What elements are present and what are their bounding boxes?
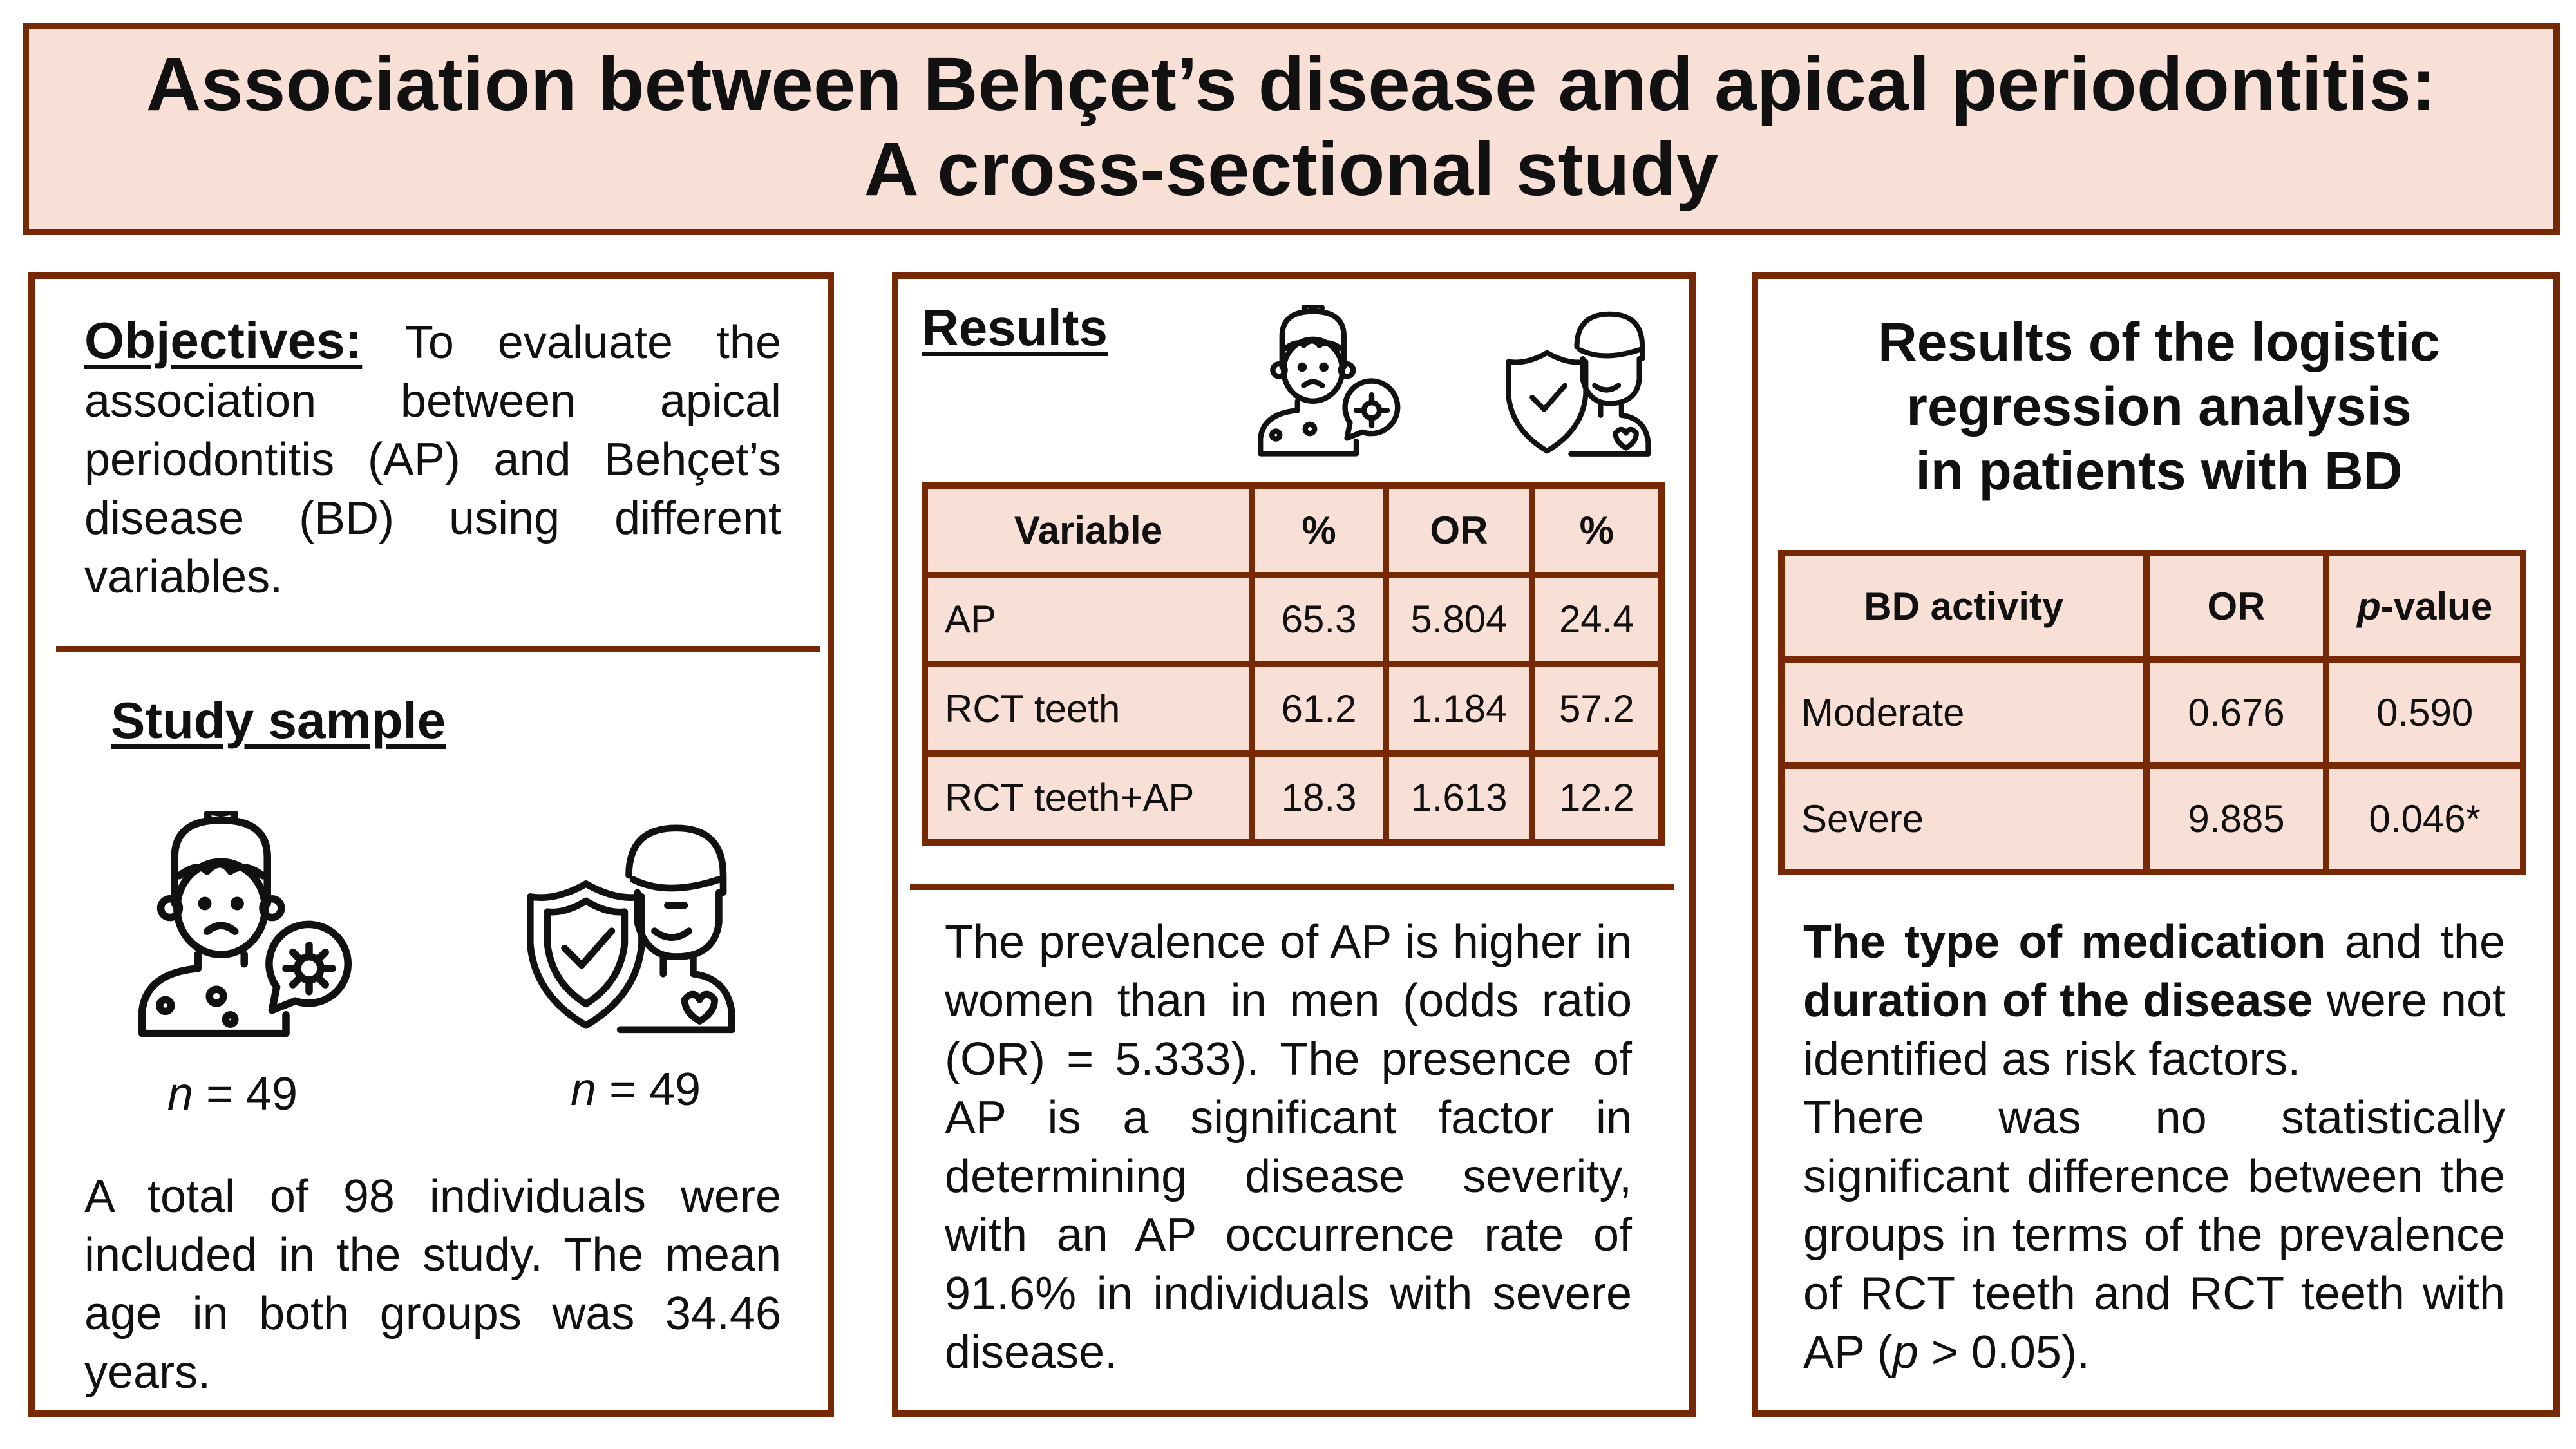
healthy-person-shield-icon bbox=[526, 824, 735, 1034]
table-row: AP 65.3 5.804 24.4 bbox=[922, 571, 1665, 667]
cell: Moderate bbox=[1778, 656, 2150, 769]
header-bd-activity: BD activity bbox=[1778, 550, 2150, 663]
table-header-row: Variable % OR % bbox=[922, 482, 1665, 578]
cell: 1.613 bbox=[1383, 750, 1535, 846]
table-row: RCT teeth+AP 18.3 1.613 12.2 bbox=[922, 750, 1665, 846]
group2-count: n = 49 bbox=[570, 1064, 701, 1115]
heading-line: Results of the logistic bbox=[1878, 312, 2440, 372]
results-text: The prevalence of AP is higher in women … bbox=[945, 916, 1632, 1378]
cell: RCT teeth bbox=[922, 661, 1255, 757]
cell: 0.676 bbox=[2143, 656, 2330, 769]
table-row: Moderate 0.676 0.590 bbox=[1778, 656, 2526, 769]
objectives-text: Objectives: To evaluate the association … bbox=[84, 311, 781, 607]
table-header-row: BD activity OR p-value bbox=[1778, 550, 2526, 663]
cell: 24.4 bbox=[1528, 571, 1665, 667]
logistic-panel: Results of the logistic regression analy… bbox=[1752, 272, 2560, 1417]
sick-patient-icon bbox=[1258, 305, 1401, 457]
objectives-label: Objectives: bbox=[84, 312, 363, 369]
study-sample-heading: Study sample bbox=[111, 692, 446, 749]
cell: 5.804 bbox=[1383, 571, 1535, 667]
header-or: OR bbox=[2143, 550, 2330, 663]
heading-line: in patients with BD bbox=[1915, 440, 2403, 501]
sick-patient-icon bbox=[138, 811, 352, 1037]
table-row: RCT teeth 61.2 1.184 57.2 bbox=[922, 661, 1665, 757]
cell: 0.046* bbox=[2323, 762, 2526, 875]
results-heading: Results bbox=[922, 299, 1108, 356]
title-line-1: Association between Behçet’s disease and… bbox=[146, 42, 2437, 127]
results-table: Variable % OR % AP 65.3 5.804 24.4 RCT t… bbox=[922, 482, 1665, 846]
cell: RCT teeth+AP bbox=[922, 750, 1255, 846]
logistic-table: BD activity OR p-value Moderate 0.676 0.… bbox=[1778, 550, 2526, 875]
objectives-panel: Objectives: To evaluate the association … bbox=[28, 272, 834, 1417]
cell: 65.3 bbox=[1248, 571, 1390, 667]
cell: 57.2 bbox=[1528, 661, 1665, 757]
divider bbox=[56, 646, 820, 652]
group1-count: n = 49 bbox=[167, 1068, 298, 1120]
heading-line: regression analysis bbox=[1906, 376, 2412, 437]
cell: 0.590 bbox=[2323, 656, 2526, 769]
header-variable: Variable bbox=[922, 482, 1255, 578]
study-sample-text: A total of 98 individuals were included … bbox=[84, 1171, 781, 1398]
cell: 18.3 bbox=[1248, 750, 1390, 846]
logistic-text: The type of medication and the duration … bbox=[1803, 916, 2505, 1378]
logistic-heading: Results of the logistic regression analy… bbox=[1784, 310, 2534, 503]
title-banner: Association between Behçet’s disease and… bbox=[23, 23, 2560, 235]
cell: Severe bbox=[1778, 762, 2150, 875]
header-percent-control: % bbox=[1528, 482, 1665, 578]
header-p-value: p-value bbox=[2323, 550, 2526, 663]
divider bbox=[910, 884, 1674, 890]
cell: 9.885 bbox=[2143, 762, 2330, 875]
table-row: Severe 9.885 0.046* bbox=[1778, 762, 2526, 875]
cell: 61.2 bbox=[1248, 661, 1390, 757]
cell: 12.2 bbox=[1528, 750, 1665, 846]
cell: 1.184 bbox=[1383, 661, 1535, 757]
title-line-2: A cross-sectional study bbox=[864, 127, 1719, 212]
results-panel: Results Variable % OR % AP 65.3 5.804 24… bbox=[892, 272, 1696, 1417]
header-percent-bd: % bbox=[1248, 482, 1390, 578]
cell: AP bbox=[922, 571, 1255, 667]
objectives-body: To evaluate the association between apic… bbox=[84, 317, 781, 603]
healthy-person-shield-icon bbox=[1506, 311, 1651, 457]
header-or: OR bbox=[1383, 482, 1535, 578]
